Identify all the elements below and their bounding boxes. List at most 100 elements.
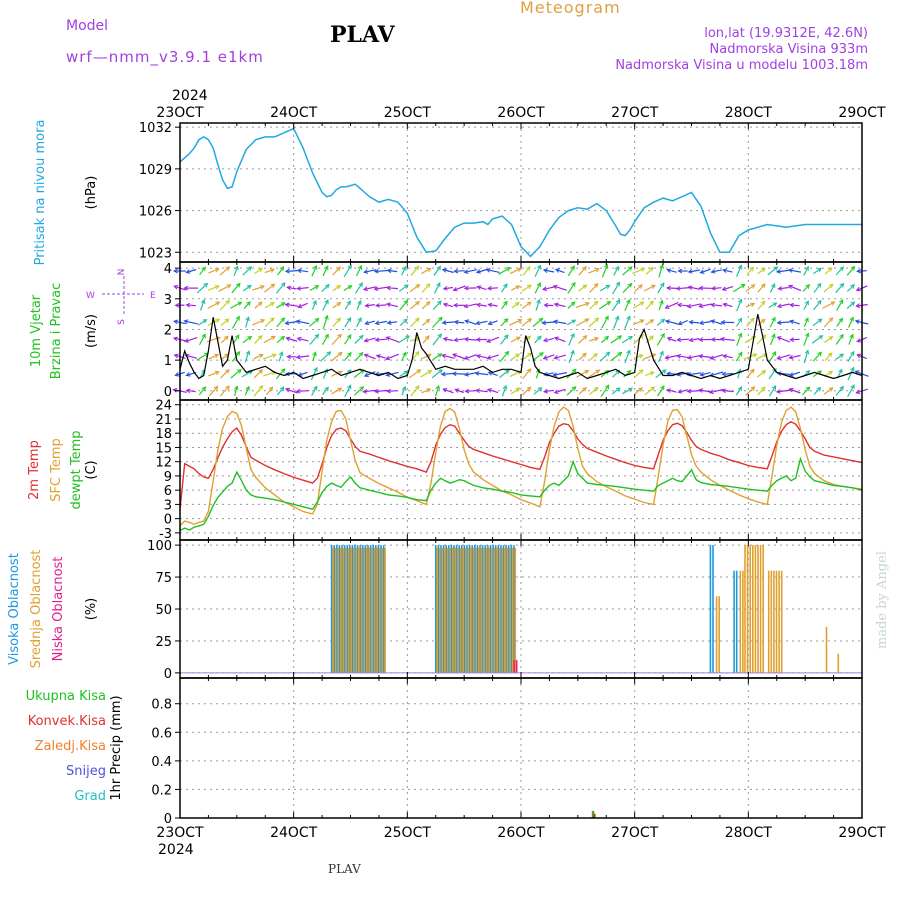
wind-arrow-head <box>628 335 633 341</box>
wind-arrow-head <box>214 353 220 359</box>
wind-arrow-head <box>839 298 844 304</box>
wind-arrow <box>667 269 677 273</box>
wind-arrow <box>665 320 679 325</box>
wind-arrow-head <box>475 354 481 359</box>
wind-arrow-head <box>463 336 469 342</box>
wind-arrow <box>587 369 600 379</box>
wind-arrow <box>322 315 328 330</box>
wind-arrow <box>500 334 509 345</box>
x-tick-label-bottom: 28OCT <box>725 825 773 841</box>
wind-arrow-head <box>358 334 364 340</box>
wind-arrow <box>699 321 712 324</box>
panel-frames <box>175 122 863 819</box>
coordinates: lon,lat (19.9312E, 42.6N) <box>704 26 868 41</box>
wind-arrow-head <box>224 368 230 374</box>
wind-arrow <box>578 266 587 276</box>
wind-arrow-head <box>570 301 576 307</box>
wind-arrow <box>600 384 610 398</box>
wind-arrow-head <box>297 303 303 309</box>
wind-arrow-head <box>771 333 776 339</box>
wind-arrow-head <box>438 369 444 374</box>
y-tick-label: 0 <box>164 812 172 827</box>
panel-frame <box>179 261 863 401</box>
wind-arrow-head <box>245 316 250 322</box>
wind-arrow <box>554 354 567 359</box>
wind-arrow-head <box>817 351 822 357</box>
wind-arrow-head <box>347 264 352 270</box>
wind-arrow-head <box>828 317 834 322</box>
wind-arrow <box>231 283 241 294</box>
wind-arrow-head <box>183 285 189 291</box>
wind-arrow-head <box>312 300 317 305</box>
wind-arrow-head <box>675 286 681 291</box>
y-tick-label: 0.2 <box>151 783 172 798</box>
wind-arrow <box>802 284 810 292</box>
y-tick-label: 0.4 <box>151 755 172 770</box>
wind-arrow-head <box>721 388 727 394</box>
wind-arrow-head <box>452 286 458 292</box>
wind-arrow <box>219 266 230 276</box>
wind-arrow-head <box>526 301 532 307</box>
wind-arrow-head <box>722 268 728 273</box>
wind-arrow <box>486 269 500 273</box>
compass-s: S <box>117 319 127 325</box>
wind-arrow-head <box>234 265 239 271</box>
wind-arrow-head <box>850 350 855 356</box>
wind-arrow-head <box>415 301 421 306</box>
wind-arrow-head <box>816 386 822 392</box>
wind-arrow-head <box>828 283 834 289</box>
wind-arrow <box>577 335 588 344</box>
wind-arrow-head <box>582 266 587 271</box>
wind-arrow-head <box>760 300 766 306</box>
wind-arrow-head <box>476 285 482 290</box>
wind-arrow-head <box>402 351 407 357</box>
wind-arrow-head <box>604 369 610 375</box>
wind-arrow <box>665 302 679 309</box>
wind-arrow <box>234 386 238 396</box>
wind-arrow <box>823 317 834 328</box>
wind-arrow <box>610 352 622 362</box>
wind-arrow-head <box>639 319 645 324</box>
wind-arrow <box>199 266 206 276</box>
wind-arrow <box>847 367 855 381</box>
wind-arrow <box>824 336 833 343</box>
wind-arrow <box>285 303 299 307</box>
wind-arrow-head <box>527 284 532 289</box>
chart-kind: Meteogram <box>520 0 621 17</box>
wind-arrow <box>387 390 398 392</box>
y-tick-label: 1023 <box>139 246 172 261</box>
wind-arrow-head <box>475 269 481 274</box>
wind-arrow-head <box>850 384 855 390</box>
wind-arrow-head <box>357 299 362 305</box>
wind-arrow-head <box>247 266 253 271</box>
wind-arrow-head <box>505 267 511 272</box>
wind-arrow <box>476 303 487 307</box>
wind-arrow <box>757 267 766 275</box>
wind-arrow-head <box>385 285 391 291</box>
wind-arrow-head <box>346 300 351 306</box>
wind-arrow-head <box>184 338 190 343</box>
wind-arrow-head <box>415 283 421 289</box>
wind-arrow <box>789 371 801 377</box>
wind-arrow <box>244 386 250 396</box>
precip-series-label: Ukupna Kisa <box>26 689 106 704</box>
wind-arrow <box>835 386 844 396</box>
wind-arrow <box>498 267 511 275</box>
wind-arrow <box>488 320 498 325</box>
wind-arrow <box>262 354 277 360</box>
x-tick-label-top: 23OCT <box>156 105 204 121</box>
wind-arrow-head <box>605 284 611 290</box>
wind-arrow <box>777 321 790 324</box>
wind-arrow-head <box>750 284 756 289</box>
wind-arrow-head <box>816 282 822 288</box>
wind-arrow-head <box>347 334 352 339</box>
wind-arrow-head <box>245 385 250 391</box>
wind-arrow-head <box>584 369 590 375</box>
wind-arrow-head <box>805 370 811 375</box>
wind-arrow-head <box>850 301 856 306</box>
wind-arrow <box>777 336 791 343</box>
wind-arrow <box>374 269 388 273</box>
wind-arrow <box>364 269 377 273</box>
wind-arrow-head <box>686 355 692 360</box>
wind-arrow-head <box>403 299 409 305</box>
